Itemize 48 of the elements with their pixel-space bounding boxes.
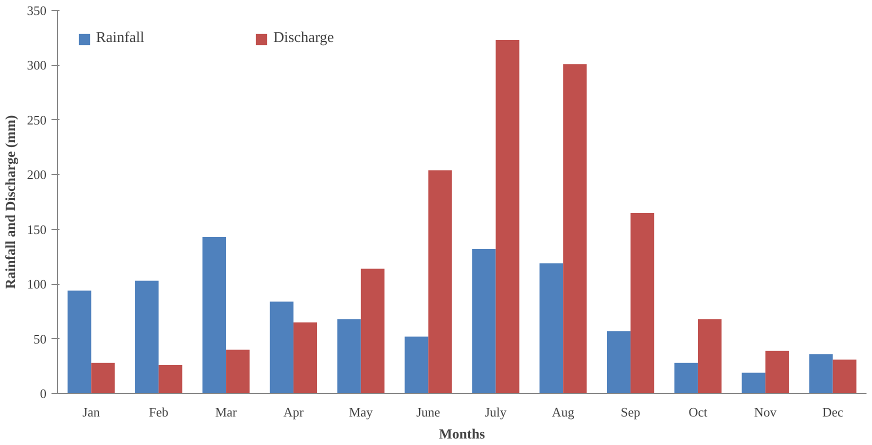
x-tick-label: Dec bbox=[822, 404, 844, 420]
bar bbox=[360, 268, 384, 394]
bar bbox=[270, 302, 294, 394]
x-tick-label: May bbox=[348, 404, 374, 420]
bar bbox=[91, 362, 115, 394]
bar bbox=[68, 290, 92, 394]
bar bbox=[698, 319, 722, 394]
y-tick-label: 0 bbox=[40, 386, 46, 401]
x-tick-label: Mar bbox=[215, 404, 238, 420]
x-tick-label: Apr bbox=[283, 404, 304, 420]
bar bbox=[540, 263, 564, 394]
bar bbox=[630, 212, 654, 394]
x-tick-label: Nov bbox=[754, 404, 778, 420]
x-tick-label: Feb bbox=[148, 404, 168, 420]
bar bbox=[226, 350, 250, 394]
y-tick-label: 150 bbox=[27, 222, 46, 237]
x-tick-label: June bbox=[416, 404, 440, 420]
bar bbox=[404, 336, 428, 394]
bar bbox=[472, 249, 496, 394]
bar bbox=[202, 237, 226, 394]
bar bbox=[832, 360, 856, 394]
y-axis-title: Rainfall and Discharge (mm) bbox=[4, 114, 19, 289]
bar bbox=[158, 365, 182, 394]
x-axis-title: Months bbox=[439, 428, 486, 442]
bar bbox=[809, 354, 833, 394]
x-tick-label: Oct bbox=[688, 404, 708, 420]
bar bbox=[765, 350, 789, 394]
y-tick-label: 200 bbox=[27, 167, 46, 182]
legend-label: Discharge bbox=[273, 30, 334, 47]
bar bbox=[428, 170, 452, 394]
y-tick-label: 50 bbox=[34, 331, 46, 346]
bar bbox=[674, 362, 698, 394]
bar bbox=[563, 64, 587, 394]
legend-label: Rainfall bbox=[96, 30, 144, 47]
bar bbox=[742, 372, 766, 394]
y-tick-label: 100 bbox=[27, 276, 46, 292]
x-tick-label: Jan bbox=[82, 404, 100, 420]
bar bbox=[496, 40, 520, 394]
bar bbox=[293, 322, 318, 394]
x-tick-label: Sep bbox=[620, 404, 640, 420]
x-tick-label: Aug bbox=[552, 404, 575, 420]
bar bbox=[135, 280, 159, 394]
y-tick-label: 300 bbox=[27, 58, 46, 73]
bar bbox=[337, 319, 361, 394]
x-tick-label: July bbox=[484, 404, 508, 420]
bar bbox=[606, 331, 631, 394]
y-tick-label: 250 bbox=[27, 112, 46, 128]
y-tick-label: 350 bbox=[27, 3, 46, 18]
